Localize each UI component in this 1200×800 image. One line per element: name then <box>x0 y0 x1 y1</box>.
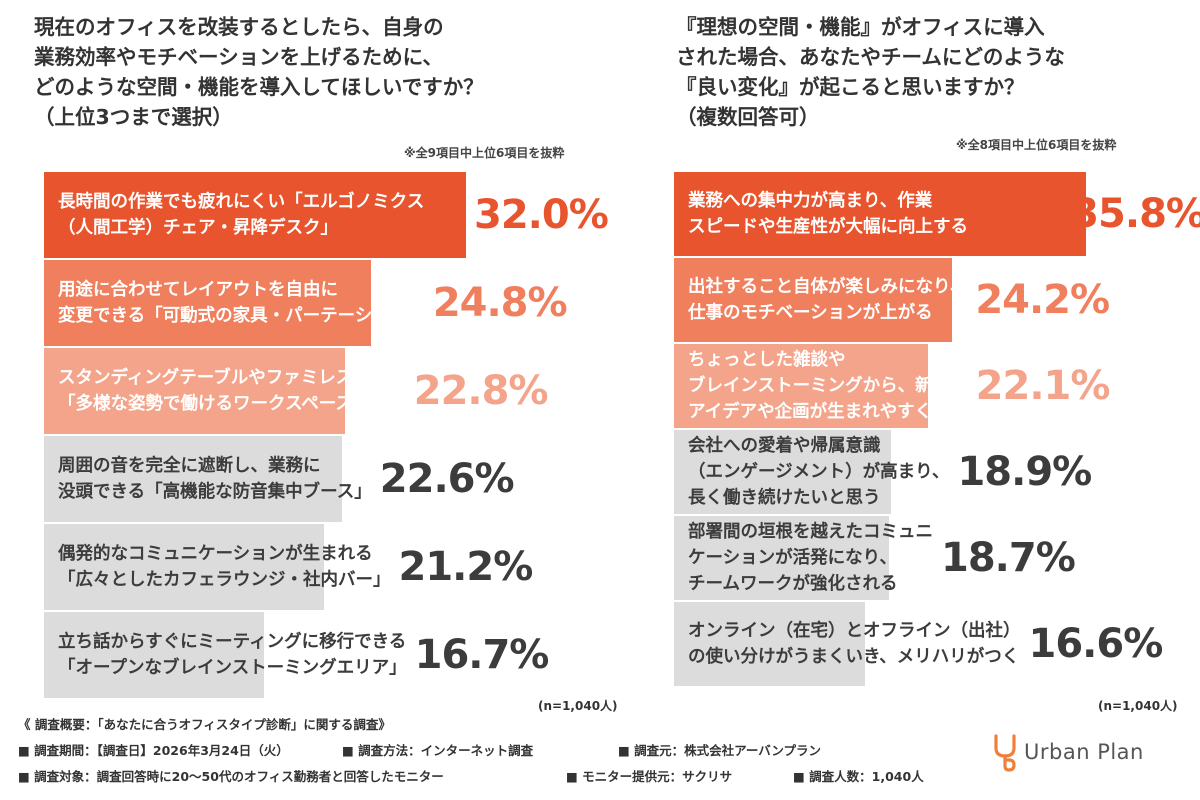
left-selection-note: ※全9項目中上位6項目を抜粋 <box>404 146 565 160</box>
left-bar-label-line: 周囲の音を完全に遮断し、業務に <box>58 456 321 476</box>
right-bar-label-line: 長く働き続けたいと思う <box>688 488 881 508</box>
left-bar <box>44 612 264 698</box>
survey-provider: ■ モニター提供元：サクリサ <box>566 769 733 784</box>
right-bar-label-line: 会社への愛着や帰属意識 <box>688 436 881 456</box>
left-bar-label-line: 長時間の作業でも疲れにくい「エルゴノミクス <box>58 192 425 212</box>
left-bar <box>44 524 324 610</box>
right-bar-row: オンライン（在宅）とオフライン（出社） の使い分けがうまくいき、メリハリがつく 16… <box>674 602 1200 686</box>
right-title-line: 『理想の空間・機能』がオフィスに導入 <box>676 15 1045 39</box>
right-bar-label-line: 部署間の垣根を越えたコミュニ <box>688 522 933 542</box>
urban-plan-logo: Urban Plan <box>990 732 1160 772</box>
left-bar-value: 24.8% <box>432 280 568 326</box>
right-bar-label-line: （エンゲージメント）が高まり、 <box>688 462 950 482</box>
right-bar-value: 18.7% <box>941 535 1076 581</box>
left-bar-label-line: 偶発的なコミュニケーションが生まれる <box>58 544 373 564</box>
right-bar <box>674 344 928 428</box>
left-bar <box>44 260 371 346</box>
right-bar-value: 24.2% <box>975 277 1110 323</box>
right-bar-label-line: スピードや生産性が大幅に向上する <box>688 217 968 237</box>
right-title-line: （複数回答可） <box>676 105 820 129</box>
right-bar-label-line: ブレインストーミングから、新しい <box>688 376 968 396</box>
left-title-line: どのような空間・機能を導入してほしいですか？ <box>34 75 484 99</box>
right-bar-label: オンライン（在宅）とオフライン（出社） の使い分けがうまくいき、メリハリがつく <box>688 602 1021 686</box>
right-bar-label-line: オンライン（在宅）とオフライン（出社） <box>688 621 1021 641</box>
right-bar-value: 18.9% <box>957 449 1092 495</box>
left-bar-label: 周囲の音を完全に遮断し、業務に没頭できる「高機能な防音集中ブース」 <box>58 436 372 522</box>
right-bar-row: ちょっとした雑談やブレインストーミングから、新しい アイデアや企画が生まれやすくな… <box>674 344 1200 428</box>
right-title-line: 『良い変化』が起こると思いますか？ <box>676 75 1025 99</box>
left-bar-label-line: 「広々としたカフェラウンジ・社内バー」 <box>58 570 391 590</box>
survey-count: ■ 調査人数：1,040人 <box>793 769 924 784</box>
right-question-title: 『理想の空間・機能』がオフィスに導入 された場合、あなたやチームにどのような 『… <box>676 12 1065 132</box>
left-bar-label: 長時間の作業でも疲れにくい「エルゴノミクス （人間工学）チェア・昇降デスク」 <box>58 172 424 258</box>
left-bar-value: 16.7% <box>414 632 550 678</box>
right-bar-label: 業務への集中力が高まり、作業スピードや生産性が大幅に向上する <box>688 172 968 256</box>
left-bar-label-line: 立ち話からすぐにミーティングに移行できる <box>58 632 407 652</box>
left-sample-size: (n=1,040人) <box>538 699 618 713</box>
left-bar-value: 32.0% <box>474 192 609 238</box>
right-bar <box>674 172 1086 256</box>
logo-name: Urban Plan <box>1024 740 1144 764</box>
right-bar-value: 22.1% <box>975 363 1111 409</box>
left-bar-label-line: 変更できる「可動式の家具・パーテーション」 <box>58 306 425 326</box>
left-bar-value: 22.6% <box>379 456 515 502</box>
left-bar-value: 21.2% <box>398 544 534 590</box>
left-bar-row: 用途に合わせてレイアウトを自由に 変更できる「可動式の家具・パーテーション」 24.… <box>44 260 604 346</box>
left-bar-value: 22.8% <box>413 368 549 414</box>
left-bar-row: 偶発的なコミュニケーションが生まれる 「広々としたカフェラウンジ・社内バー」 21.… <box>44 524 604 610</box>
right-bar-value: 16.6% <box>1028 621 1164 667</box>
left-bar <box>44 348 345 434</box>
urban-plan-logo-mark-icon <box>994 734 1016 772</box>
right-bar-label-line: 仕事のモチベーションが上がる <box>688 303 933 323</box>
left-bar <box>44 436 342 522</box>
left-title-line: （上位3つまで選択） <box>34 105 233 129</box>
left-bar-label-line: 「多様な姿勢で働けるワークスペース」 <box>58 394 371 414</box>
right-bar-label: 会社への愛着や帰属意識 （エンゲージメント）が高まり、 長く働き続けたいと思う <box>688 430 949 514</box>
right-bar-label-line: チームワークが強化される <box>688 574 898 594</box>
left-title-line: 業務効率やモチベーションを上げるために、 <box>34 45 443 69</box>
right-bar-row: 会社への愛着や帰属意識 （エンゲージメント）が高まり、 長く働き続けたいと思う 18.… <box>674 430 1200 514</box>
right-title-line: された場合、あなたやチームにどのような <box>676 45 1065 69</box>
right-bar-row: 部署間の垣根を越えたコミュニ ケーションが活発になり、 チームワークが強化される 18… <box>674 516 1200 600</box>
left-bar-label: 立ち話からすぐにミーティングに移行できる 「オープンなブレインストーミングエリア」 <box>58 612 407 698</box>
right-bar <box>674 516 889 600</box>
right-bar <box>674 602 865 686</box>
right-bar-label: ちょっとした雑談やブレインストーミングから、新しい アイデアや企画が生まれやすくな… <box>688 344 968 428</box>
left-bar-label-line: （人間工学）チェア・昇降デスク」 <box>58 218 338 238</box>
left-bar-label: 用途に合わせてレイアウトを自由に変更できる「可動式の家具・パーテーション」 <box>58 260 425 346</box>
left-bar-label-line: スタンディングテーブルやファミレス席など <box>58 368 406 388</box>
survey-organization: ■ 調査元：株式会社アーバンプラン <box>618 743 822 758</box>
left-bar-label-line: 没頭できる「高機能な防音集中ブース」 <box>58 482 372 502</box>
right-selection-note: ※全8項目中上位6項目を抜粋 <box>956 138 1117 152</box>
right-bar-label-line: の使い分けがうまくいき、メリハリがつく <box>688 647 1020 667</box>
right-bar <box>674 430 891 514</box>
right-bar-value: 35.8% <box>1071 191 1200 237</box>
survey-overview-title: 《 調査概要：「あなたに合うオフィスタイプ診断」に関する調査》 <box>18 717 391 732</box>
survey-target: ■ 調査対象：調査回答時に20〜50代のオフィス勤務者と回答したモニター <box>18 769 444 784</box>
left-bar-row: スタンディングテーブルやファミレス席など 「多様な姿勢で働けるワークスペース」 22… <box>44 348 604 434</box>
right-bar-label-line: アイデアや企画が生まれやすくなる <box>688 402 968 422</box>
right-bar-label: 出社すること自体が楽しみになり、 仕事のモチベーションが上がる <box>688 258 967 342</box>
right-bar <box>674 258 952 342</box>
right-sample-size: (n=1,040人) <box>1098 699 1178 713</box>
left-bar-label: 偶発的なコミュニケーションが生まれる 「広々としたカフェラウンジ・社内バー」 <box>58 524 391 610</box>
left-question-title: 現在のオフィスを改装するとしたら、自身の 業務効率やモチベーションを上げるために… <box>34 12 484 132</box>
left-bar-row: 立ち話からすぐにミーティングに移行できる 「オープンなブレインストーミングエリア」… <box>44 612 604 698</box>
right-bar-row: 業務への集中力が高まり、作業スピードや生産性が大幅に向上する 35.8% <box>674 172 1200 256</box>
left-bar-label: スタンディングテーブルやファミレス席など 「多様な姿勢で働けるワークスペース」 <box>58 348 406 434</box>
right-bar-label-line: 業務への集中力が高まり、作業 <box>688 191 933 211</box>
right-bar-label-line: ケーションが活発になり、 <box>688 548 897 568</box>
left-bar-row: 長時間の作業でも疲れにくい「エルゴノミクス （人間工学）チェア・昇降デスク」 32.… <box>44 172 609 258</box>
survey-method: ■ 調査方法：インターネット調査 <box>342 743 534 758</box>
right-bar-label-line: 出社すること自体が楽しみになり、 <box>688 277 968 297</box>
right-bar-label-line: ちょっとした雑談や <box>688 350 846 370</box>
right-bar-label: 部署間の垣根を越えたコミュニ ケーションが活発になり、 チームワークが強化される <box>688 516 933 600</box>
left-bar-row: 周囲の音を完全に遮断し、業務に 没頭できる「高機能な防音集中ブース」 22.6% <box>44 436 604 522</box>
left-title-line: 現在のオフィスを改装するとしたら、自身の <box>34 15 444 39</box>
right-bar-row: 出社すること自体が楽しみになり、 仕事のモチベーションが上がる 24.2% <box>674 258 1200 342</box>
left-bar <box>44 172 466 258</box>
survey-period: ■ 調査期間：【調査日】2026年3月24日（火） <box>18 743 289 758</box>
left-bar-label-line: 用途に合わせてレイアウトを自由に <box>58 280 338 300</box>
left-bar-label-line: 「オープンなブレインストーミングエリア」 <box>58 658 407 678</box>
